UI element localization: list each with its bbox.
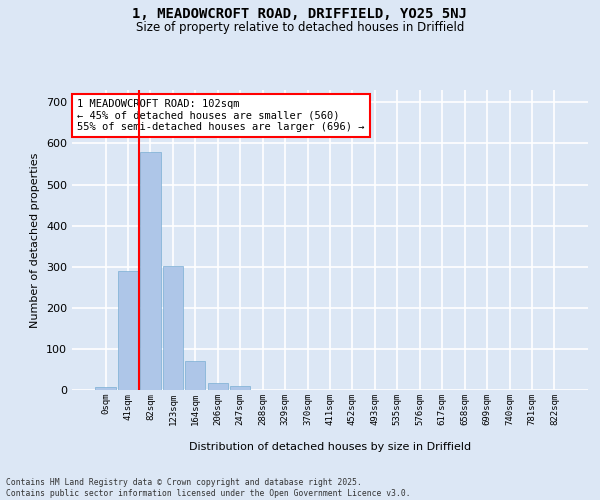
Bar: [208, 384, 228, 390]
Text: Size of property relative to detached houses in Driffield: Size of property relative to detached ho…: [136, 21, 464, 34]
Text: 1 MEADOWCROFT ROAD: 102sqm
← 45% of detached houses are smaller (560)
55% of sem: 1 MEADOWCROFT ROAD: 102sqm ← 45% of deta…: [77, 99, 365, 132]
Bar: [163, 266, 183, 390]
Text: Contains HM Land Registry data © Crown copyright and database right 2025.
Contai: Contains HM Land Registry data © Crown c…: [6, 478, 410, 498]
Bar: [95, 386, 116, 390]
Bar: [140, 152, 161, 390]
Text: 1, MEADOWCROFT ROAD, DRIFFIELD, YO25 5NJ: 1, MEADOWCROFT ROAD, DRIFFIELD, YO25 5NJ: [133, 8, 467, 22]
Bar: [118, 271, 138, 390]
Y-axis label: Number of detached properties: Number of detached properties: [31, 152, 40, 328]
Text: Distribution of detached houses by size in Driffield: Distribution of detached houses by size …: [189, 442, 471, 452]
Bar: [185, 361, 205, 390]
Bar: [230, 386, 250, 390]
